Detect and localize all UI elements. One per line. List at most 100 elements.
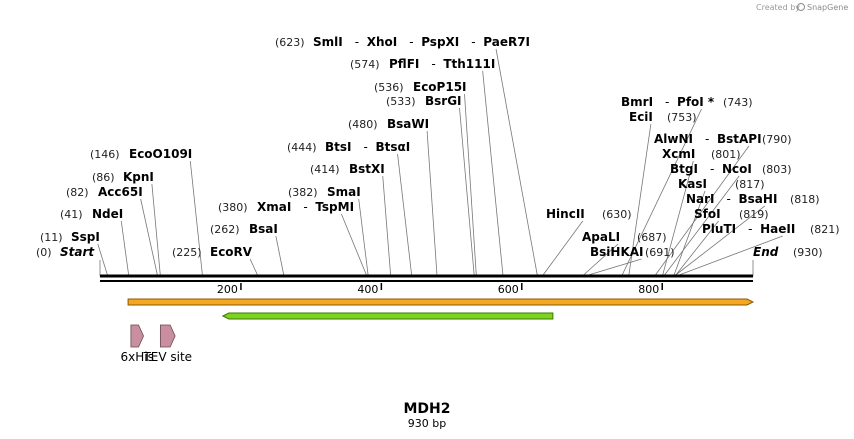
leader-bsihkai	[585, 258, 642, 277]
site-position: (444)	[287, 141, 317, 154]
enzyme-row: (380) XmaI - TspMI	[218, 200, 354, 214]
enzyme-row: (11) SspI	[40, 230, 100, 244]
leader-bmri	[621, 108, 702, 277]
site-end[interactable]: End	[753, 245, 779, 259]
enzyme-row: (790) AlwNI - BstAPI	[654, 132, 792, 146]
enzyme-row: (414) BstXI	[310, 162, 385, 176]
leader-kasi	[673, 190, 706, 277]
site-bstapi[interactable]: BstAPI	[717, 132, 762, 146]
site-bmri[interactable]: BmrI	[621, 95, 653, 109]
site-position: (574)	[350, 58, 380, 71]
site-position: (0)	[36, 246, 52, 259]
leader-pflfi	[482, 70, 504, 277]
site-hincii[interactable]: HincII	[546, 207, 585, 221]
site-pluti[interactable]: PluTI	[702, 222, 736, 236]
site-ecorv[interactable]: EcoRV	[210, 245, 253, 259]
site-btsi[interactable]: BtsI	[325, 140, 352, 154]
enzyme-row: (444) BtsI - BtsαI	[287, 140, 410, 154]
site-kpni[interactable]: KpnI	[123, 170, 154, 184]
site-xcmi[interactable]: XcmI	[662, 147, 695, 161]
site-bts-i[interactable]: BtsαI	[375, 140, 410, 154]
enzyme-row: (818) NarI - BsaHI	[686, 192, 820, 206]
site-alwni[interactable]: AlwNI	[654, 132, 693, 146]
site-ecii[interactable]: EciI	[629, 110, 653, 124]
site-paer7i[interactable]: PaeR7I	[483, 35, 530, 49]
snapgene-logo-icon	[797, 3, 805, 11]
tick-label-600: 600	[498, 283, 519, 296]
enzyme-row: (0) Start	[36, 245, 95, 259]
site-pflfi[interactable]: PflFI	[389, 57, 419, 71]
credit-brand: SnapGene	[807, 3, 848, 12]
site-acc65i[interactable]: Acc65I	[98, 185, 143, 199]
sequence-title: MDH2	[403, 401, 450, 417]
site-xmai[interactable]: XmaI	[257, 200, 291, 214]
site-position: (817)	[735, 178, 765, 191]
site-smli[interactable]: SmlI	[313, 35, 343, 49]
feature-orange-feature-bar[interactable]	[127, 298, 755, 306]
site-position: (225)	[172, 246, 202, 259]
site-pspxi[interactable]: PspXI	[421, 35, 459, 49]
site-bstxi[interactable]: BstXI	[349, 162, 385, 176]
site-position: (533)	[386, 95, 416, 108]
site-kasi[interactable]: KasI	[678, 177, 707, 191]
site-tth111i[interactable]: Tth111I	[443, 57, 495, 71]
leader-btsi	[397, 153, 413, 277]
site-ecoo109i[interactable]: EcoO109I	[129, 147, 192, 161]
leader-xmai	[341, 213, 368, 277]
enzyme-row: (225) EcoRV	[172, 245, 253, 259]
leader-smai	[358, 198, 369, 277]
site-nari[interactable]: NarI	[686, 192, 715, 206]
enzyme-row: (146) EcoO109I	[90, 147, 192, 161]
site-bsrgi[interactable]: BsrGI	[425, 94, 462, 108]
enzyme-row: (691)BsiHKAI	[590, 245, 675, 259]
site-tspmi[interactable]: TspMI	[315, 200, 354, 214]
enzyme-row: (262) BsaI	[210, 222, 278, 236]
site-sspi[interactable]: SspI	[71, 230, 100, 244]
enzyme-row: (533) BsrGI	[386, 94, 462, 108]
enzyme-labels: (0) Start(11) SspI (41) NdeI(82) Acc65I(86) Kp…	[36, 35, 840, 259]
leader-ecorv	[249, 258, 259, 277]
site-position: (753)	[667, 111, 697, 124]
site-haeii[interactable]: HaeII	[760, 222, 795, 236]
leader-bsawi	[426, 130, 438, 277]
site-btgi[interactable]: BtgI	[670, 162, 698, 176]
site-bsahi[interactable]: BsaHI	[739, 192, 778, 206]
site-apali[interactable]: ApaLI	[582, 230, 620, 244]
feature-green-feature-arrow[interactable]	[221, 312, 554, 320]
site-xhoi[interactable]: XhoI	[367, 35, 398, 49]
site-separator: -	[727, 192, 731, 206]
sequence-length: 930 bp	[408, 417, 446, 430]
site-position: (146)	[90, 148, 120, 161]
site-position: (930)	[793, 246, 823, 259]
site-smai[interactable]: SmaI	[327, 185, 361, 199]
feature-tev-site[interactable]	[159, 324, 176, 348]
site-pfoi[interactable]: PfoI *	[677, 95, 715, 109]
site-ecop15i[interactable]: EcoP15I	[413, 80, 467, 94]
enzyme-row: (630) HincII	[546, 207, 632, 221]
site-bsihkai[interactable]: BsiHKAI	[590, 245, 644, 259]
enzyme-row: (821) PluTI - HaeII	[702, 222, 840, 236]
enzyme-row: (480) BsaWI	[348, 117, 429, 131]
feature-label-tev-site: TEV site	[142, 350, 192, 364]
site-ncoi[interactable]: NcoI	[722, 162, 752, 176]
site-start[interactable]: Start	[60, 245, 95, 259]
site-position: (623)	[275, 36, 305, 49]
site-position: (687)	[637, 231, 667, 244]
site-position: (414)	[310, 163, 340, 176]
site-ndei[interactable]: NdeI	[92, 207, 123, 221]
site-bsai[interactable]: BsaI	[249, 222, 278, 236]
site-position: (818)	[790, 193, 820, 206]
site-position: (11)	[40, 231, 63, 244]
feature-6xhis[interactable]	[130, 324, 144, 348]
site-sfoi[interactable]: SfoI	[694, 207, 721, 221]
site-position: (803)	[762, 163, 792, 176]
snapgene-credit: Created by SnapGene	[756, 3, 848, 12]
site-position: (82)	[66, 186, 89, 199]
leader-ndei	[120, 220, 130, 277]
leader-nari	[674, 205, 765, 277]
site-bsawi[interactable]: BsaWI	[387, 117, 429, 131]
enzyme-row: (82) Acc65I	[66, 185, 143, 199]
site-position: (790)	[762, 133, 792, 146]
site-separator: -	[355, 35, 359, 49]
site-separator: -	[363, 140, 367, 154]
